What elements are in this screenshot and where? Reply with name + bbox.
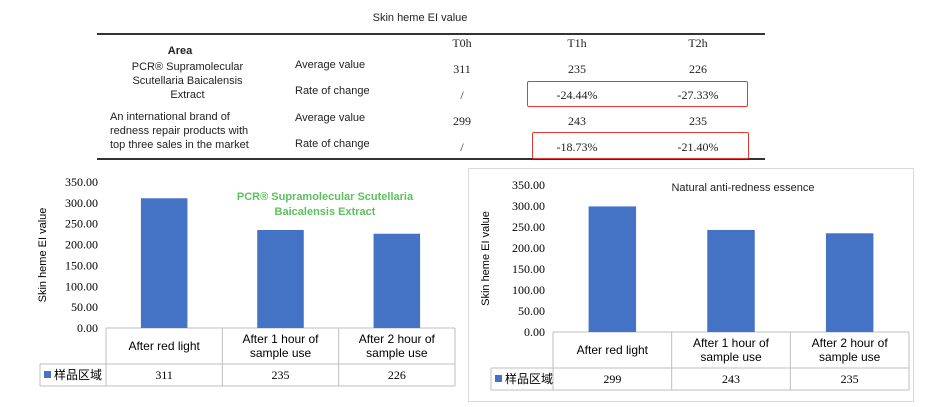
x-category-label: sample use: [819, 350, 881, 364]
legend-swatch: [44, 371, 51, 378]
metric-label: Rate of change: [295, 85, 370, 97]
y-tick-label: 350.00: [65, 175, 98, 189]
y-axis-label: Skin heme EI value: [480, 211, 492, 306]
column-header-t0h: T0h: [452, 36, 472, 50]
x-category-label: After 2 hour of: [359, 332, 436, 346]
data-table-value: 235: [272, 368, 290, 382]
value-cell: 235: [568, 62, 586, 76]
x-category-label: sample use: [250, 346, 312, 360]
y-tick-label: 150.00: [65, 258, 98, 272]
area-brand-line: redness repair products with: [110, 125, 249, 137]
chart-title: Natural anti-redness essence: [671, 182, 814, 194]
area-pcr-line: Scutellaria Baicalensis: [132, 75, 243, 87]
y-tick-label: 0.00: [524, 325, 545, 339]
value-cell: 226: [689, 62, 707, 76]
table-title: Skin heme EI value: [372, 12, 468, 24]
data-table-value: 226: [388, 368, 406, 382]
metric-label: Rate of change: [295, 138, 370, 150]
bar: [588, 206, 637, 332]
y-tick-label: 100.00: [512, 283, 545, 297]
area-header: Area: [167, 45, 193, 57]
value-cell: /: [460, 140, 464, 154]
y-tick-label: 350.00: [512, 178, 545, 192]
metric-label: Average value: [295, 59, 366, 71]
highlight-box: [532, 132, 749, 159]
x-category-label: After red light: [128, 339, 200, 353]
value-cell: -18.73%: [556, 140, 598, 154]
y-axis-label: Skin heme EI value: [37, 208, 49, 303]
y-tick-label: 300.00: [512, 199, 545, 213]
chart-title: Baicalensis Extract: [275, 206, 376, 218]
data-table-value: 311: [155, 368, 173, 382]
bar: [140, 198, 188, 328]
column-header-t2h: T2h: [688, 36, 708, 50]
chart-panel-pcr: Skin heme EI value 0.00 50.00 100.00 150.00 2…: [0, 168, 460, 402]
table-bottom-rule: [97, 158, 765, 160]
value-cell: -21.40%: [677, 140, 719, 154]
bar: [373, 233, 421, 328]
x-category-label: After 2 hour of: [812, 336, 889, 350]
y-tick-label: 100.00: [65, 279, 98, 293]
bar: [707, 229, 755, 332]
x-category-label: sample use: [700, 350, 762, 364]
area-pcr: PCR® Supramolecular Scutellaria Baicalen…: [105, 60, 270, 102]
area-brand-line: An international brand of: [110, 111, 230, 123]
y-tick-label: 200.00: [512, 241, 545, 255]
x-category-label: After red light: [577, 343, 649, 357]
area-international-brand: An international brand of redness repair…: [110, 110, 275, 152]
legend-series-name: 样品区域: [54, 367, 102, 382]
value-cell: /: [460, 88, 464, 102]
value-cell: 299: [453, 114, 471, 128]
y-tick-label: 50.00: [518, 304, 545, 318]
bar: [257, 229, 304, 328]
column-header-t1h: T1h: [567, 36, 587, 50]
area-brand-line: top three sales in the market: [110, 139, 249, 151]
data-table-value: 299: [603, 372, 621, 386]
bar-chart-natural: Skin heme EI value 0.00 50.00 100.00 150.00 2…: [480, 178, 910, 391]
area-pcr-line: PCR® Supramolecular: [131, 61, 244, 73]
x-category-label: After 1 hour of: [242, 332, 319, 346]
y-tick-label: 250.00: [65, 217, 98, 231]
y-tick-label: 0.00: [77, 321, 98, 335]
legend-swatch: [495, 375, 502, 382]
metric-label: Average value: [295, 112, 366, 124]
data-table-value: 235: [841, 372, 859, 386]
y-tick-label: 300.00: [65, 196, 98, 210]
y-tick-label: 150.00: [512, 262, 545, 276]
legend-series-name: 样品区域: [505, 371, 553, 386]
value-cell: 243: [568, 114, 586, 128]
chart-title: PCR® Supramolecular Scutellaria: [237, 191, 414, 203]
value-cell: 235: [689, 114, 707, 128]
value-cell: -27.33%: [677, 88, 719, 102]
y-tick-label: 200.00: [65, 238, 98, 252]
data-table-value: 243: [722, 372, 740, 386]
chart-panel-natural: Skin heme EI value 0.00 50.00 100.00 150.00 2…: [468, 168, 914, 402]
value-cell: 311: [453, 62, 471, 76]
value-cell: -24.44%: [556, 88, 598, 102]
bar: [825, 233, 874, 332]
y-tick-label: 250.00: [512, 220, 545, 234]
area-pcr-line: Extract: [170, 89, 205, 101]
bar-chart-pcr: Skin heme EI value 0.00 50.00 100.00 150.00 2…: [37, 175, 456, 387]
y-tick-label: 50.00: [71, 300, 98, 314]
x-category-label: After 1 hour of: [693, 336, 770, 350]
highlight-box: [527, 81, 748, 107]
x-category-label: sample use: [366, 346, 428, 360]
table-top-rule: [97, 33, 765, 35]
